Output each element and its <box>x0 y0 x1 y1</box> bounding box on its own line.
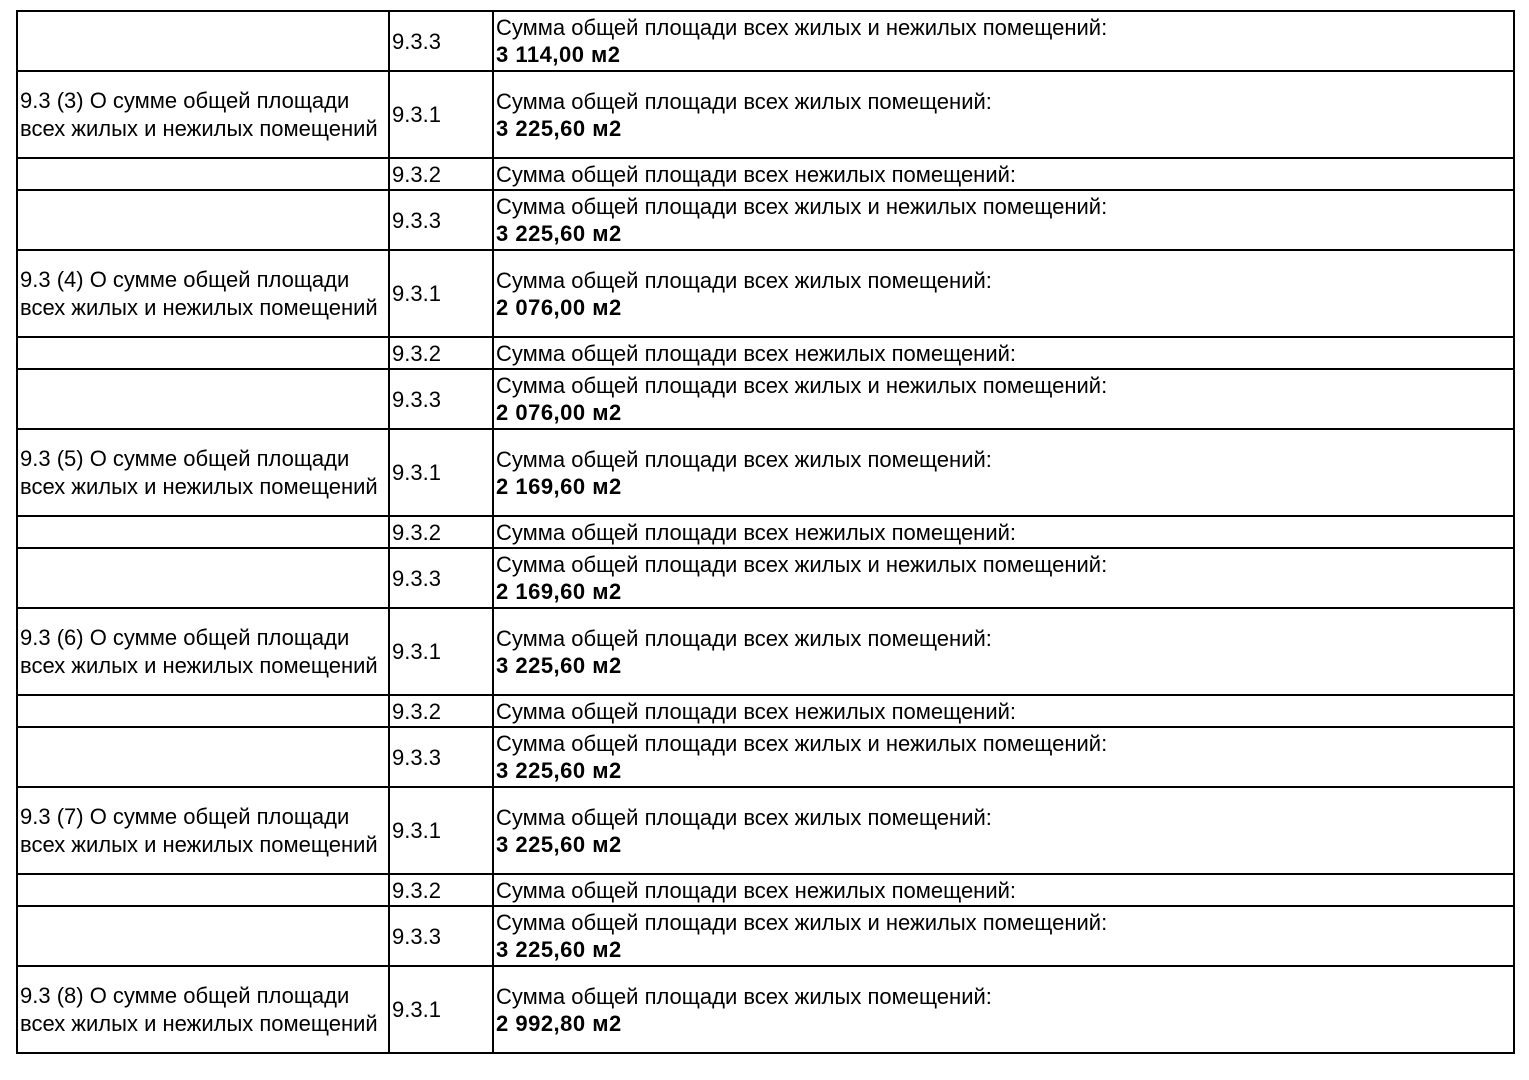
description-cell: Сумма общей площади всех нежилых помещен… <box>492 157 1515 191</box>
section-cell: 9.3 (4) О сумме общей площади всех жилых… <box>16 249 390 338</box>
code-cell: 9.3.1 <box>388 70 494 159</box>
section-cell <box>16 157 390 191</box>
description-cell: Сумма общей площади всех жилых и нежилых… <box>492 905 1515 967</box>
code-cell: 9.3.3 <box>388 726 494 788</box>
description-label: Сумма общей площади всех жилых и нежилых… <box>496 910 1108 935</box>
section-cell: 9.3 (7) О сумме общей площади всех жилых… <box>16 786 390 875</box>
code-cell: 9.3.3 <box>388 905 494 967</box>
description-cell: Сумма общей площади всех нежилых помещен… <box>492 873 1515 907</box>
section-cell <box>16 189 390 251</box>
description-cell: Сумма общей площади всех жилых помещений… <box>492 965 1515 1054</box>
table-row: 9.3.2 Сумма общей площади всех нежилых по… <box>16 336 1515 370</box>
code-cell: 9.3.2 <box>388 336 494 370</box>
code-cell: 9.3.1 <box>388 786 494 875</box>
description-cell: Сумма общей площади всех жилых и нежилых… <box>492 368 1515 430</box>
table-body: 9.3.3 Сумма общей площади всех жилых и не… <box>16 10 1515 1054</box>
area-value: 3 225,60 м2 <box>496 221 622 246</box>
code-cell: 9.3.2 <box>388 515 494 549</box>
table-row: 9.3.3 Сумма общей площади всех жилых и не… <box>16 547 1515 609</box>
description-label: Сумма общей площади всех жилых и нежилых… <box>496 731 1108 756</box>
table-row: 9.3.3 Сумма общей площади всех жилых и не… <box>16 189 1515 251</box>
area-value: 2 169,60 м2 <box>496 579 622 604</box>
description-cell: Сумма общей площади всех жилых и нежилых… <box>492 726 1515 788</box>
table-row: 9.3.3 Сумма общей площади всех жилых и не… <box>16 10 1515 72</box>
table-row: 9.3 (4) О сумме общей площади всех жилых… <box>16 249 1515 338</box>
description-label: Сумма общей площади всех нежилых помещен… <box>496 698 1017 724</box>
area-value: 2 076,00 м2 <box>496 400 622 425</box>
area-value: 2 076,00 м2 <box>496 294 622 320</box>
description-label: Сумма общей площади всех жилых помещений… <box>496 804 992 830</box>
section-cell: 9.3 (5) О сумме общей площади всех жилых… <box>16 428 390 517</box>
area-value: 3 225,60 м2 <box>496 937 622 962</box>
table-row: 9.3.3 Сумма общей площади всех жилых и не… <box>16 726 1515 788</box>
table-row: 9.3.2 Сумма общей площади всех нежилых по… <box>16 694 1515 728</box>
description-label: Сумма общей площади всех жилых и нежилых… <box>496 373 1108 398</box>
section-cell <box>16 726 390 788</box>
description-cell: Сумма общей площади всех жилых помещений… <box>492 70 1515 159</box>
code-cell: 9.3.3 <box>388 547 494 609</box>
description-cell: Сумма общей площади всех жилых помещений… <box>492 607 1515 696</box>
description-label: Сумма общей площади всех нежилых помещен… <box>496 340 1017 366</box>
section-cell <box>16 368 390 430</box>
code-cell: 9.3.3 <box>388 189 494 251</box>
section-cell: 9.3 (6) О сумме общей площади всех жилых… <box>16 607 390 696</box>
area-value: 3 114,00 м2 <box>496 42 621 67</box>
description-label: Сумма общей площади всех жилых и нежилых… <box>496 15 1108 40</box>
description-label: Сумма общей площади всех жилых и нежилых… <box>496 552 1108 577</box>
code-cell: 9.3.3 <box>388 10 494 72</box>
description-label: Сумма общей площади всех жилых помещений… <box>496 88 992 114</box>
description-cell: Сумма общей площади всех жилых и нежилых… <box>492 189 1515 251</box>
area-value: 2 992,80 м2 <box>496 1010 622 1036</box>
code-cell: 9.3.2 <box>388 694 494 728</box>
description-cell: Сумма общей площади всех нежилых помещен… <box>492 515 1515 549</box>
table-row: 9.3.2 Сумма общей площади всех нежилых по… <box>16 515 1515 549</box>
table-row: 9.3 (7) О сумме общей площади всех жилых… <box>16 786 1515 875</box>
description-label: Сумма общей площади всех жилых помещений… <box>496 267 992 293</box>
area-value: 3 225,60 м2 <box>496 831 622 857</box>
code-cell: 9.3.1 <box>388 428 494 517</box>
code-cell: 9.3.1 <box>388 607 494 696</box>
description-cell: Сумма общей площади всех нежилых помещен… <box>492 336 1515 370</box>
area-table: 9.3.3 Сумма общей площади всех жилых и не… <box>16 10 1515 1054</box>
table-row: 9.3.3 Сумма общей площади всех жилых и не… <box>16 905 1515 967</box>
table-row: 9.3 (5) О сумме общей площади всех жилых… <box>16 428 1515 517</box>
section-cell <box>16 336 390 370</box>
description-cell: Сумма общей площади всех жилых и нежилых… <box>492 10 1515 72</box>
description-cell: Сумма общей площади всех жилых помещений… <box>492 786 1515 875</box>
table-row: 9.3.3 Сумма общей площади всех жилых и не… <box>16 368 1515 430</box>
table-row: 9.3 (8) О сумме общей площади всех жилых… <box>16 965 1515 1054</box>
description-cell: Сумма общей площади всех жилых помещений… <box>492 428 1515 517</box>
description-cell: Сумма общей площади всех жилых и нежилых… <box>492 547 1515 609</box>
section-cell: 9.3 (8) О сумме общей площади всех жилых… <box>16 965 390 1054</box>
code-cell: 9.3.2 <box>388 873 494 907</box>
description-label: Сумма общей площади всех нежилых помещен… <box>496 877 1017 903</box>
description-label: Сумма общей площади всех нежилых помещен… <box>496 519 1017 545</box>
code-cell: 9.3.1 <box>388 965 494 1054</box>
area-value: 3 225,60 м2 <box>496 115 622 141</box>
table-row: 9.3 (6) О сумме общей площади всех жилых… <box>16 607 1515 696</box>
section-cell <box>16 905 390 967</box>
description-label: Сумма общей площади всех жилых помещений… <box>496 446 992 472</box>
description-label: Сумма общей площади всех нежилых помещен… <box>496 161 1017 187</box>
description-label: Сумма общей площади всех жилых помещений… <box>496 625 992 651</box>
description-label: Сумма общей площади всех жилых и нежилых… <box>496 194 1108 219</box>
area-value: 2 169,60 м2 <box>496 473 622 499</box>
code-cell: 9.3.2 <box>388 157 494 191</box>
section-cell <box>16 873 390 907</box>
code-cell: 9.3.1 <box>388 249 494 338</box>
code-cell: 9.3.3 <box>388 368 494 430</box>
section-cell <box>16 515 390 549</box>
table-row: 9.3.2 Сумма общей площади всех нежилых по… <box>16 873 1515 907</box>
description-label: Сумма общей площади всех жилых помещений… <box>496 983 992 1009</box>
section-cell <box>16 547 390 609</box>
table-row: 9.3.2 Сумма общей площади всех нежилых по… <box>16 157 1515 191</box>
section-cell <box>16 10 390 72</box>
area-value: 3 225,60 м2 <box>496 758 622 783</box>
table-row: 9.3 (3) О сумме общей площади всех жилых… <box>16 70 1515 159</box>
description-cell: Сумма общей площади всех жилых помещений… <box>492 249 1515 338</box>
area-value: 3 225,60 м2 <box>496 652 622 678</box>
section-cell: 9.3 (3) О сумме общей площади всех жилых… <box>16 70 390 159</box>
section-cell <box>16 694 390 728</box>
description-cell: Сумма общей площади всех нежилых помещен… <box>492 694 1515 728</box>
